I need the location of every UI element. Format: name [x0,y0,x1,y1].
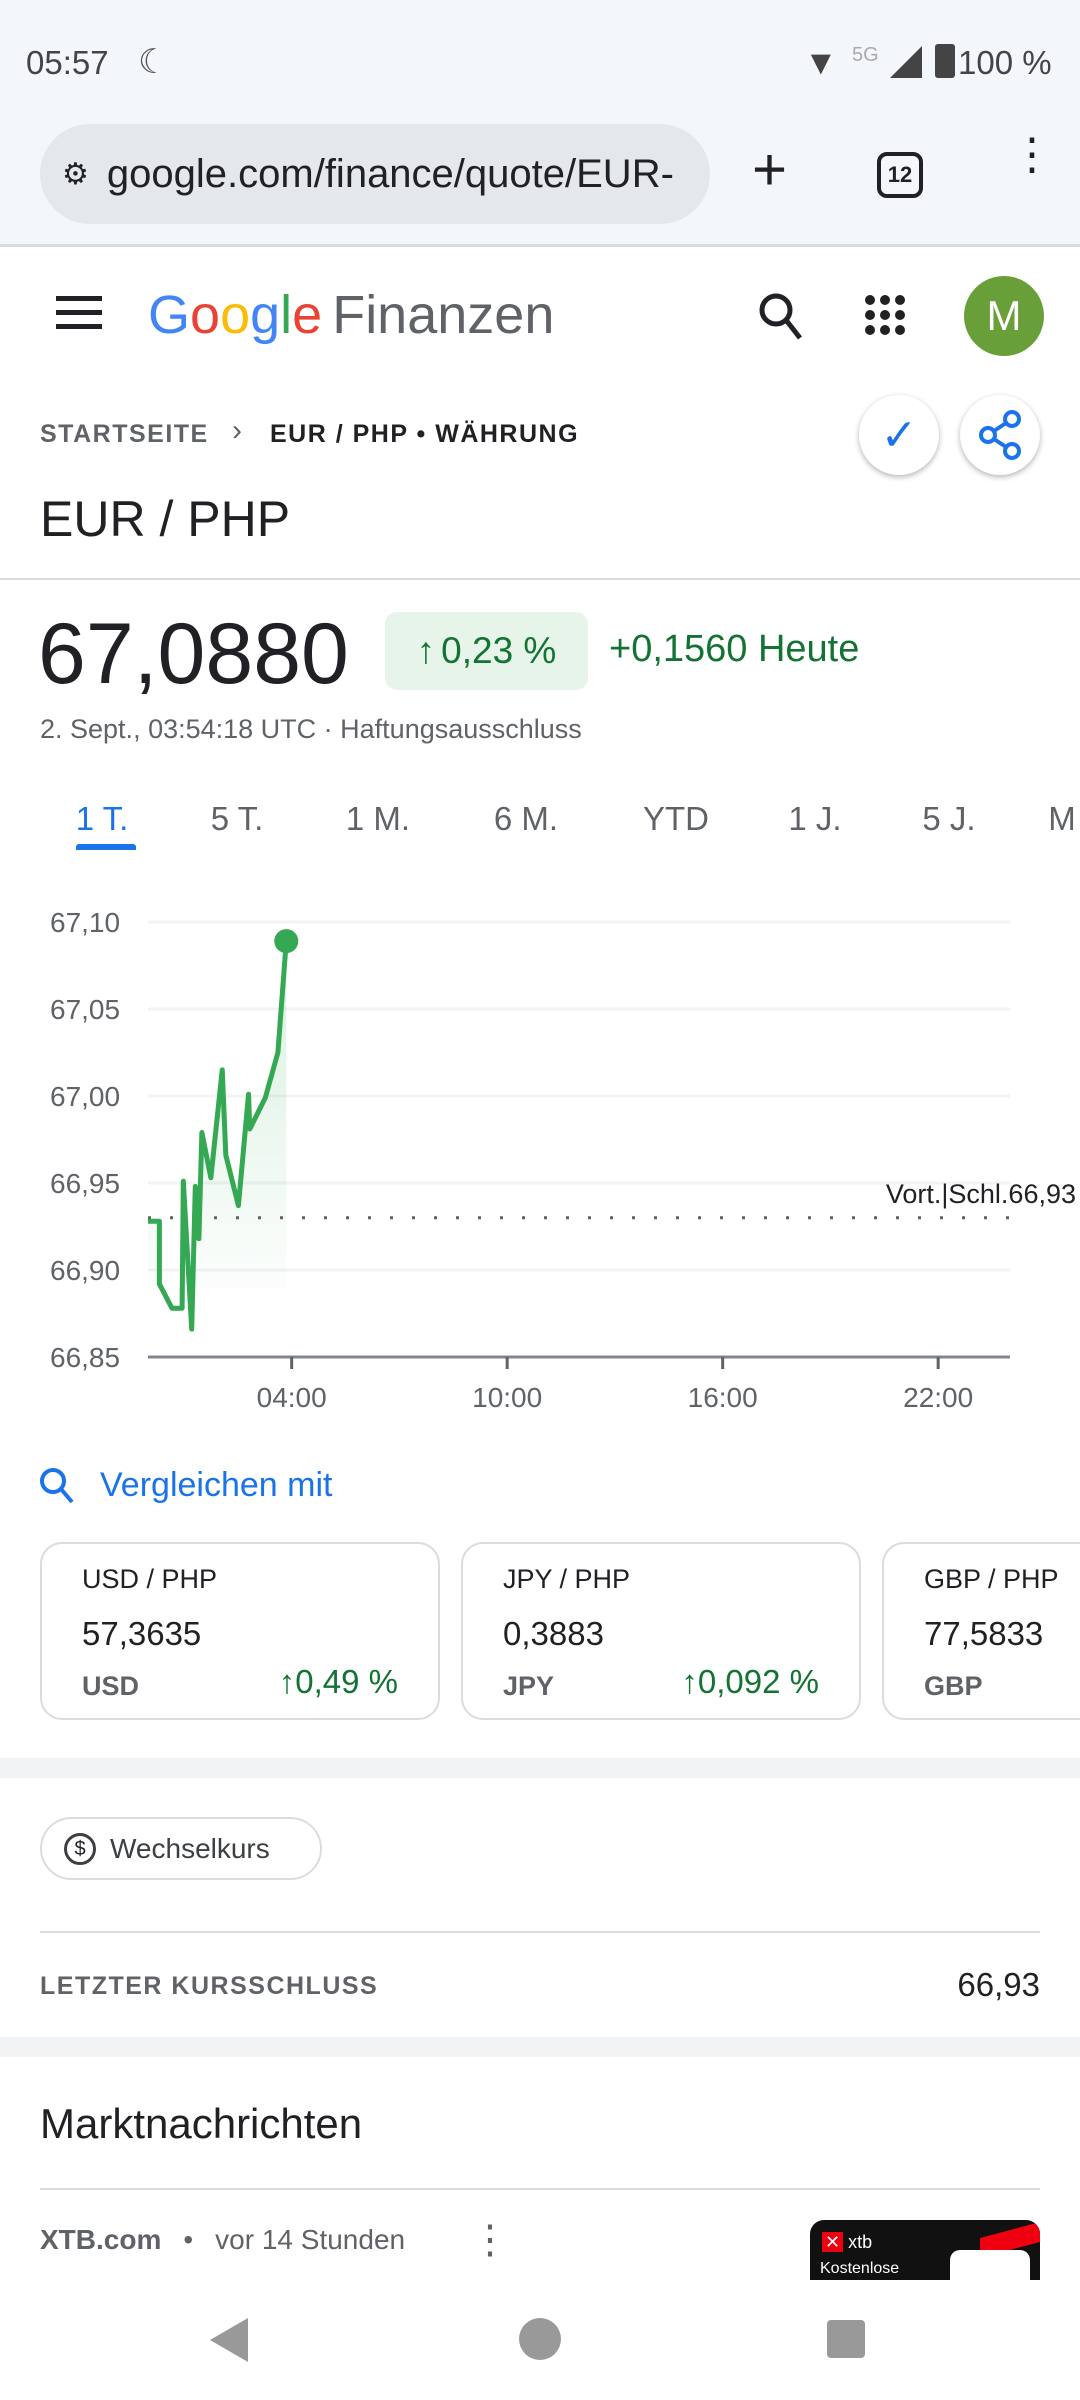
currency-code: GBP [924,1671,983,1701]
quote-timestamp: 2. Sept., 03:54:18 UTC · Haftungsausschl… [40,714,582,745]
dnd-moon-icon: ☾ [138,43,169,81]
tab-switcher-button[interactable]: 12 [877,152,923,198]
range-tab[interactable]: 5 J. [922,800,976,837]
divider [40,1931,1040,1933]
range-tab[interactable]: 6 M. [493,800,559,837]
currency-icon: $ [64,1832,96,1865]
timestamp: 2. Sept., 03:54:18 UTC · [40,714,341,744]
change-absolute: +0,1560 Heute [609,628,860,670]
active-tab-indicator [76,844,136,850]
battery-icon [935,44,955,78]
y-tick-label: 66,90 [50,1255,120,1286]
compare-card[interactable]: GBP / PHP 77,5833 GBP [882,1542,1080,1720]
y-tick-label: 67,00 [50,1081,120,1112]
google-finance-logo[interactable]: Google Finanzen [148,284,554,346]
compare-card[interactable]: USD / PHP 57,3635 USD ↑0,49 % [40,1542,440,1720]
breadcrumb-home[interactable]: STARTSEITE [40,420,209,448]
price-chart[interactable]: 67,10 67,05 67,00 66,95 66,90 66,85 04:00 10:00… [0,880,1080,1420]
site-settings-icon[interactable]: ⚙ [62,157,89,191]
url-text: google.com/finance/quote/EUR- [106,151,674,196]
news-source: XTB.com [40,2224,162,2255]
news-item-meta[interactable]: XTB.com • vor 14 Stunden [40,2224,405,2256]
new-tab-icon[interactable]: + [752,136,788,203]
currency-code: JPY [503,1671,555,1701]
divider [0,578,1080,580]
y-tick-label: 67,05 [50,994,120,1025]
wifi-icon: ▼ [804,44,838,82]
pair-price: 77,5833 [924,1615,1044,1652]
y-tick-label: 66,95 [50,1168,120,1199]
avatar[interactable]: M [964,276,1044,356]
url-bar[interactable]: ⚙ google.com/finance/quote/EUR- [40,124,710,224]
status-time: 05:57 [26,44,109,81]
compare-card[interactable]: JPY / PHP 0,3883 JPY ↑0,092 % [461,1542,861,1720]
disclaimer-link[interactable]: Haftungsausschluss [340,714,582,744]
section-divider [0,2037,1080,2057]
search-icon[interactable] [756,290,806,344]
pair: JPY / PHP [503,1564,631,1594]
exchange-rate-chip[interactable]: $ Wechselkurs [40,1817,322,1880]
network-type: 5G [852,44,879,66]
share-button[interactable] [960,395,1040,475]
follow-button[interactable]: ✓ [859,395,939,475]
page-title: EUR / PHP [40,491,291,547]
chevron-right-icon: › [232,414,242,447]
x-tick-label: 16:00 [688,1382,758,1413]
google-logo: Google [148,285,323,345]
section-divider [0,1758,1080,1778]
apps-grid-icon[interactable] [864,294,908,338]
x-tick-label: 10:00 [472,1382,542,1413]
y-tick-label: 67,10 [50,907,120,938]
change-percent: 0,23 % [441,630,557,671]
range-tab[interactable]: 5 T. [210,800,264,837]
currency-code: USD [82,1671,140,1701]
change-percent-chip: ↑ 0,23 % [385,612,588,690]
news-thumbnail[interactable]: ✕ xtb Kostenlose [810,2220,1040,2280]
xtb-logo: ✕ xtb [822,2232,872,2253]
separator-dot: • [183,2224,194,2255]
x-tick-label: 22:00 [903,1382,973,1413]
recents-button[interactable] [827,2320,865,2358]
pair-change: ↑0,092 % [681,1663,819,1700]
last-close-value: 66,93 [957,1966,1040,2003]
thumb-text: Kostenlose [820,2260,900,2277]
range-tab[interactable]: 1 J. [788,800,842,837]
range-tab[interactable]: YTD [643,800,709,837]
news-heading: Marktnachrichten [40,2100,363,2147]
hamburger-menu-icon[interactable] [56,296,102,329]
divider [40,2188,1040,2190]
current-price-dot [274,929,299,954]
price: 67,0880 [38,606,349,702]
more-options-icon[interactable]: ⋮ [470,2218,510,2262]
divider [0,244,1080,247]
pair: USD / PHP [82,1564,218,1594]
home-button[interactable] [519,2318,561,2360]
arrow-up-icon: ↑ [416,630,436,671]
battery-level: 100 % [958,44,1052,81]
last-close-label: LETZTER KURSSCHLUSS [40,1972,379,2000]
y-tick-label: 66,85 [50,1342,120,1373]
pair-change: ↑0,49 % [278,1663,398,1700]
search-icon [40,1468,74,1504]
chip-label: Wechselkurs [110,1832,270,1864]
x-tick-label: 04:00 [257,1382,327,1413]
pair: GBP / PHP [924,1564,1059,1594]
range-tab[interactable]: 1 T. [75,800,129,837]
news-time: vor 14 Stunden [215,2224,406,2255]
check-icon: ✓ [880,410,918,460]
browser-menu-icon[interactable]: ⋮ [1010,133,1054,177]
back-button[interactable] [210,2318,248,2362]
pair-price: 57,3635 [82,1615,202,1652]
range-tab[interactable]: M [1048,800,1076,837]
pair-price: 0,3883 [503,1615,604,1652]
breadcrumb-current: EUR / PHP • WÄHRUNG [270,420,580,448]
signal-icon [890,46,922,78]
product-name: Finanzen [332,285,555,345]
previous-close-label: Vort.|Schl.66,93 [886,1179,1076,1209]
price-line [148,940,289,1332]
range-tab[interactable]: 1 M. [345,800,411,837]
compare-link[interactable]: Vergleichen mit [100,1466,333,1504]
